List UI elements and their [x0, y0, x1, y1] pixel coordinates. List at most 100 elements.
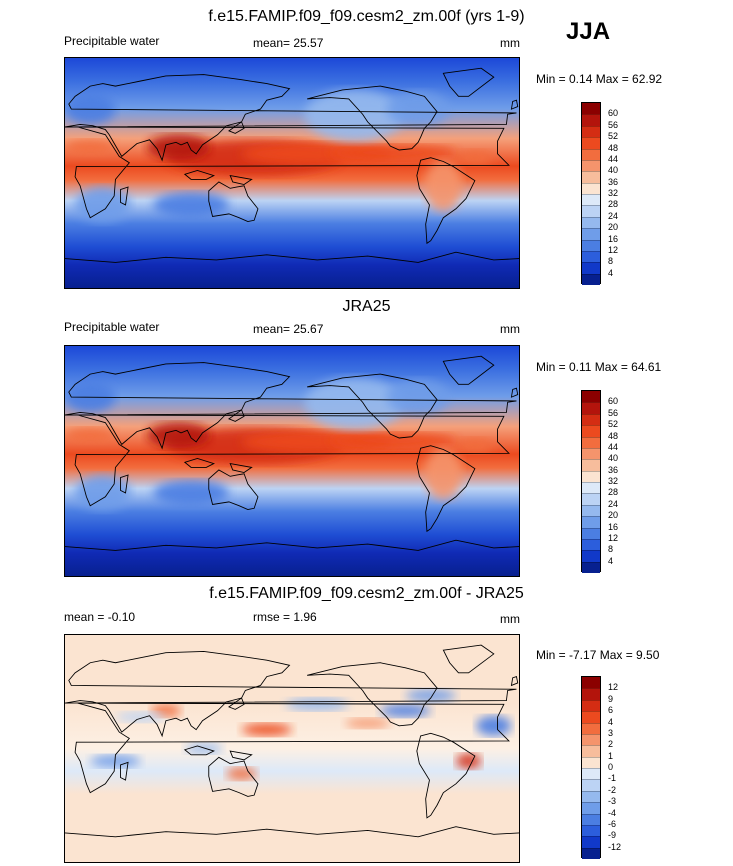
colorbar-tick-label: 12	[608, 682, 619, 693]
coastline	[228, 409, 245, 422]
colorbar-swatch	[582, 538, 600, 551]
colorbar-tick-label: 4	[608, 555, 614, 566]
panel3-minmax: Min = -7.17 Max = 9.50	[536, 648, 660, 662]
panel1-mean-label: mean= 25.57	[253, 36, 324, 50]
field-blob	[455, 150, 494, 166]
coastline	[120, 186, 129, 206]
colorbar-tick-label: 9	[608, 693, 614, 704]
colorbar-swatch	[582, 459, 600, 471]
panel2-minmax: Min = 0.11 Max = 64.61	[536, 360, 662, 374]
panel2-title: JRA25	[342, 298, 391, 315]
coastline	[65, 362, 517, 450]
map-background	[65, 635, 519, 862]
season-label: JJA	[566, 18, 611, 45]
coastline	[120, 761, 129, 781]
colorbar-tick-label: 16	[608, 521, 619, 532]
colorbar-tick-label: 28	[608, 487, 619, 498]
colorbar-swatch	[582, 504, 600, 517]
coastline	[74, 126, 510, 219]
colorbar-tick-label: 0	[608, 762, 614, 772]
field-blob	[344, 718, 391, 729]
field-blob	[329, 144, 456, 161]
colorbar-tick-label: 60	[608, 396, 619, 407]
colorbar-swatch	[582, 125, 600, 138]
colorbar-tick-label: 24	[608, 210, 619, 221]
field-blob	[153, 192, 229, 218]
colorbar-swatch	[582, 493, 600, 505]
coastline	[65, 539, 519, 551]
colorbar-swatch	[582, 824, 600, 837]
panel1-minmax: Min = 0.14 Max = 62.92	[536, 72, 663, 86]
colorbar-swatch	[582, 182, 600, 194]
colorbar-swatch	[582, 699, 600, 712]
panel1-map	[64, 57, 520, 289]
panel3-units: mm	[500, 612, 520, 626]
colorbar-tick-label: 24	[608, 498, 619, 509]
colorbar-tick-label: 48	[608, 142, 619, 153]
colorbar-tick-label: 36	[608, 464, 619, 475]
colorbar-swatch	[582, 194, 600, 206]
colorbar-tick-label: 44	[608, 153, 619, 164]
colorbar-tick-label: 32	[608, 476, 619, 486]
coastline	[120, 474, 129, 494]
coastline	[228, 121, 245, 134]
coastline	[229, 174, 253, 185]
colorbar-tick-label: 52	[608, 419, 619, 430]
panel2-colorbar	[581, 390, 601, 573]
colorbar-swatch	[582, 250, 600, 263]
field-blob	[386, 379, 450, 415]
coastline	[510, 387, 519, 398]
colorbar-swatch	[582, 836, 600, 848]
colorbar-swatch	[582, 813, 600, 825]
colorbar-tick-label: 2	[608, 739, 614, 750]
panel1-title: f.e15.FAMIP.f09_f09.cesm2_zm.00f (yrs 1-…	[208, 8, 525, 25]
colorbar-swatch	[582, 436, 600, 448]
panel3-title: f.e15.FAMIP.f09_f09.cesm2_zm.00f - JRA25	[209, 585, 524, 602]
colorbar-tick-label: 12	[608, 244, 619, 255]
colorbar-tick-label: -3	[608, 796, 617, 807]
colorbar-swatch	[582, 847, 600, 859]
panel2-map	[64, 345, 520, 577]
colorbar-tick-label: 20	[608, 510, 619, 521]
field-blob	[241, 723, 292, 736]
colorbar-swatch	[582, 561, 600, 573]
coastline	[510, 676, 519, 687]
colorbar-tick-label: 12	[608, 532, 619, 543]
colorbar-tick-label: 36	[608, 176, 619, 187]
field-blob	[65, 427, 116, 444]
colorbar-tick-label: 60	[608, 108, 619, 119]
coastline	[307, 85, 438, 151]
field-blob	[65, 139, 116, 156]
colorbar-tick-label: 56	[608, 119, 619, 130]
coastline	[416, 732, 476, 819]
colorbar-swatch	[582, 402, 600, 414]
colorbar-swatch	[582, 790, 600, 803]
coastline	[442, 67, 495, 97]
coastline	[183, 745, 215, 756]
colorbar-swatch	[582, 722, 600, 734]
colorbar-swatch	[582, 802, 600, 814]
coastline	[442, 355, 495, 385]
colorbar-tick-label: 8	[608, 256, 614, 267]
colorbar-swatch	[582, 733, 600, 746]
colorbar-swatch	[582, 756, 600, 768]
field-blob	[153, 480, 229, 506]
coastline	[208, 181, 259, 223]
colorbar-tick-label: 56	[608, 407, 619, 418]
colorbar-tick-label: -9	[608, 830, 617, 841]
colorbar-tick-label: 52	[608, 131, 619, 142]
field-blob	[226, 767, 257, 781]
panel2-mean-label: mean= 25.67	[253, 322, 324, 336]
colorbar-swatch	[582, 159, 600, 172]
panel3-map	[64, 634, 520, 863]
coastline	[228, 697, 245, 710]
colorbar-swatch	[582, 688, 600, 700]
field-blob	[424, 160, 463, 212]
panel1-colorbar	[581, 102, 601, 285]
colorbar-swatch	[582, 262, 600, 274]
panel3-rmse-label: rmse = 1.96	[253, 610, 317, 624]
coastline	[65, 251, 519, 263]
colorbar-tick-label: -2	[608, 784, 617, 795]
colorbar-tick-label: 32	[608, 188, 619, 198]
panel2-units: mm	[500, 322, 520, 336]
